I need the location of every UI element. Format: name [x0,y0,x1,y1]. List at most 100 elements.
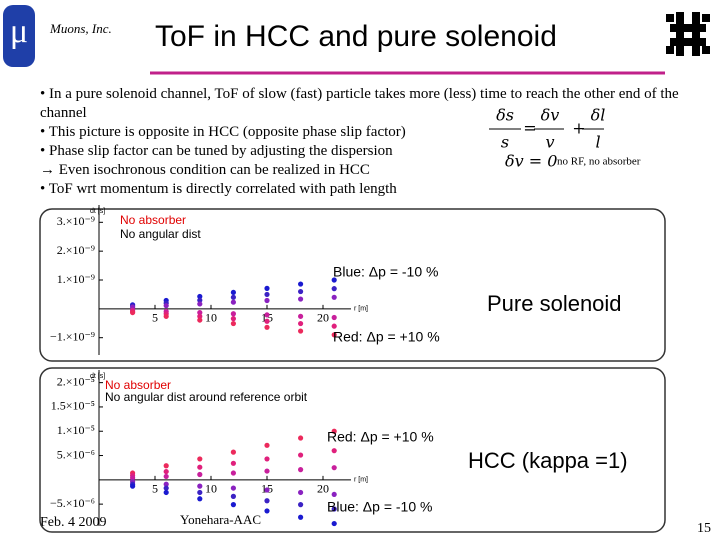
data-point [163,485,169,491]
annotation: Red: Δp = +10 % [333,329,440,345]
data-point [230,502,236,508]
annotation: No angular dist around reference orbit [105,390,308,404]
x-tick-label: 5 [152,311,158,325]
data-point [197,293,203,300]
data-point [230,320,236,327]
lab-logo [666,12,710,56]
data-point [298,288,304,295]
data-point [230,485,236,491]
bullet: • ToF wrt momentum is directly correlate… [40,181,397,197]
data-point [331,448,337,454]
y-tick-label: 1.5×10⁻⁵ [51,399,95,413]
data-point [163,489,169,496]
equation-part: l [595,133,600,152]
company: Muons, Inc. [49,21,112,36]
data-point [197,496,203,502]
chart-frame [39,367,666,533]
data-point [264,487,270,493]
data-point [230,460,236,466]
data-point [197,471,203,478]
annotation: Blue: Δp = -10 % [327,499,432,515]
data-point [298,467,304,473]
data-point [298,320,304,327]
y-tick-label: 2.×10⁻⁹ [57,243,95,257]
y-tick-label: 2.×10⁻⁵ [57,374,95,388]
data-point [163,481,169,487]
data-point [264,312,270,318]
x-axis-label: r [m] [354,477,368,484]
data-point [197,464,203,470]
data-point [163,463,169,469]
x-tick-label: 20 [317,311,329,325]
annotation: No absorber [105,378,171,392]
footer-date: Feb. 4 2009 [40,515,107,530]
data-point [130,309,136,316]
data-point [163,313,169,319]
data-point [163,473,169,480]
annotation: No angular dist [120,227,201,241]
data-point [264,442,270,448]
data-point [264,324,270,330]
chart-frame [39,208,666,362]
data-point [197,313,203,319]
y-tick-label: 1.×10⁻⁹ [57,272,95,286]
equation-part: + [572,119,585,138]
data-point [331,465,337,471]
footer-author: Yonehara-AAC [180,512,261,527]
data-point [331,323,337,329]
data-point [298,328,304,334]
data-point [230,449,236,455]
data-point [230,316,236,322]
bullet: • This picture is opposite in HCC (oppos… [40,124,406,140]
data-point [197,297,203,303]
equation-part: = [523,119,536,138]
data-point [230,294,236,300]
logo-box [3,5,35,67]
page-number: 15 [697,521,711,536]
data-point [197,309,203,316]
annotation: Red: Δp = +10 % [327,429,434,445]
data-point [230,493,236,499]
data-point [197,317,203,323]
bullet: • Phase slip factor can be tuned by adju… [40,143,393,159]
data-point [264,318,270,324]
data-point [163,468,169,475]
equation-part: v [545,133,554,152]
data-point [331,506,337,512]
equation-part: s [501,133,509,152]
data-point [230,311,236,317]
data-point [197,489,203,496]
data-point [230,289,236,296]
data-point [230,299,236,305]
x-tick-label: 20 [317,482,329,496]
data-point [298,435,304,441]
condition-note: no RF, no absorber [557,156,641,168]
x-tick-label: 15 [261,311,273,325]
data-point [331,294,337,300]
data-point [298,514,304,520]
x-axis-label: r [m] [354,306,368,313]
data-point [264,468,270,474]
slide-title: ToF in HCC and pure solenoid [155,20,557,53]
equation-part: δl [591,106,606,125]
annotation: Pure solenoid [487,291,622,316]
data-point [298,281,304,287]
equation-part: δv [541,106,560,125]
bullet: • In a pure solenoid channel, ToF of slo… [40,86,679,121]
annotation: Blue: Δp = -10 % [333,264,438,280]
data-point [197,301,203,307]
chart: dt [s] r [m] −5.×10⁻⁶ 5.×10⁻⁶ 1.×10⁻⁵ 1.5×10⁻… [39,367,666,533]
y-tick-label: −5.×10⁻⁶ [50,496,95,510]
x-tick-label: 10 [205,482,217,496]
data-point [298,296,304,302]
annotation: HCC (kappa =1) [468,448,628,473]
logo-text: μ [10,13,28,50]
chart: dt [s] r [m] −1.×10⁻⁹ 1.×10⁻⁹ 2.×10⁻⁹ 3.×10⁻⁹… [39,205,666,362]
y-axis-label: dt [s] [90,373,105,380]
data-point [197,456,203,462]
data-point [331,491,337,498]
condition: δv = 0 [505,152,557,171]
equation-part: δs [496,106,514,125]
